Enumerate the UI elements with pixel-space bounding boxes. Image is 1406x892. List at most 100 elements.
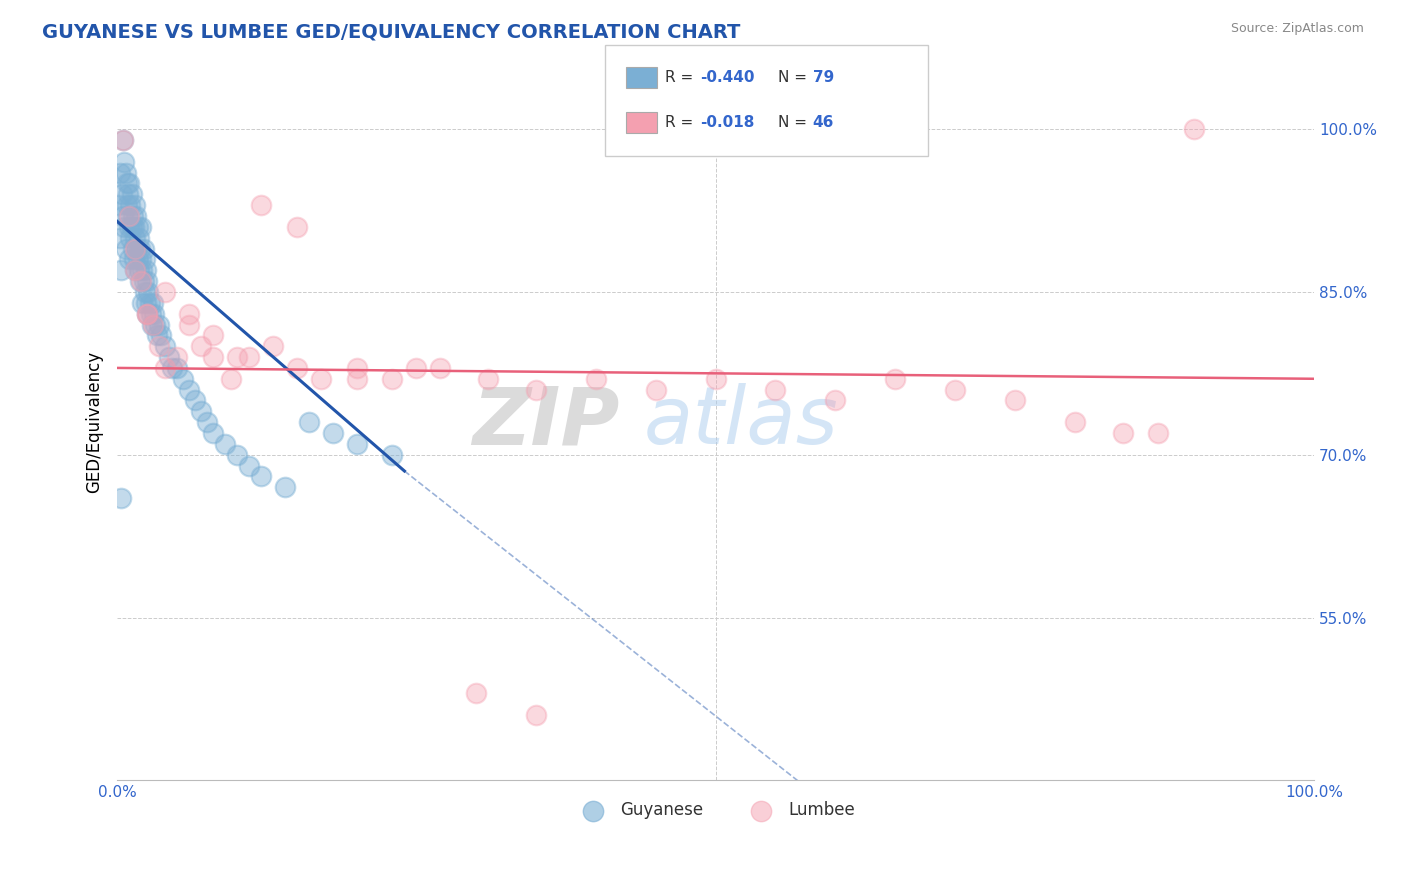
Point xyxy=(135,295,157,310)
Point xyxy=(132,242,155,256)
Point xyxy=(117,187,139,202)
Text: -0.440: -0.440 xyxy=(700,70,755,85)
Point xyxy=(142,295,165,310)
Point xyxy=(465,686,488,700)
Point xyxy=(1111,425,1133,440)
Point xyxy=(157,350,180,364)
Point xyxy=(285,219,308,234)
Point xyxy=(153,360,176,375)
Point xyxy=(112,209,135,223)
Point xyxy=(125,209,148,223)
Point xyxy=(118,177,141,191)
Point xyxy=(117,209,139,223)
Point xyxy=(110,263,132,277)
Point xyxy=(195,415,218,429)
Text: Source: ZipAtlas.com: Source: ZipAtlas.com xyxy=(1230,22,1364,36)
Point xyxy=(136,307,159,321)
Point xyxy=(141,318,163,332)
Point xyxy=(172,372,194,386)
Point xyxy=(128,230,150,244)
Point xyxy=(122,219,145,234)
Point xyxy=(150,328,173,343)
Point xyxy=(153,285,176,299)
Point xyxy=(298,415,321,429)
Point xyxy=(112,219,135,234)
Point xyxy=(136,285,159,299)
Point xyxy=(129,274,152,288)
Text: -0.018: -0.018 xyxy=(700,115,755,129)
Point xyxy=(262,339,284,353)
Point xyxy=(238,350,260,364)
Point xyxy=(118,219,141,234)
Point xyxy=(190,404,212,418)
Point xyxy=(429,360,451,375)
Point xyxy=(131,263,153,277)
Text: R =: R = xyxy=(665,115,699,129)
Point xyxy=(148,339,170,353)
Point xyxy=(162,360,184,375)
Point xyxy=(309,372,332,386)
Point xyxy=(250,198,273,212)
Point xyxy=(346,437,368,451)
Point xyxy=(135,263,157,277)
Point xyxy=(112,133,135,147)
Text: ZIP: ZIP xyxy=(472,384,620,461)
Point xyxy=(405,360,427,375)
Text: 79: 79 xyxy=(813,70,834,85)
Point xyxy=(118,209,141,223)
Point xyxy=(111,187,134,202)
Point xyxy=(129,242,152,256)
Point xyxy=(131,295,153,310)
Point xyxy=(201,350,224,364)
Point xyxy=(285,360,308,375)
Point xyxy=(143,307,166,321)
Point xyxy=(136,274,159,288)
Point xyxy=(134,252,156,267)
Point xyxy=(124,198,146,212)
Text: N =: N = xyxy=(778,115,811,129)
Point xyxy=(121,209,143,223)
Point xyxy=(139,307,162,321)
Point xyxy=(322,425,344,440)
Point xyxy=(250,469,273,483)
Point xyxy=(148,318,170,332)
Point xyxy=(225,448,247,462)
Point xyxy=(166,360,188,375)
Point xyxy=(121,219,143,234)
Point xyxy=(524,708,547,723)
Legend: Guyanese, Lumbee: Guyanese, Lumbee xyxy=(569,795,862,826)
Point xyxy=(201,425,224,440)
Point xyxy=(118,252,141,267)
Point xyxy=(274,480,297,494)
Point xyxy=(134,285,156,299)
Text: N =: N = xyxy=(778,70,811,85)
Point xyxy=(644,383,666,397)
Text: GUYANESE VS LUMBEE GED/EQUIVALENCY CORRELATION CHART: GUYANESE VS LUMBEE GED/EQUIVALENCY CORRE… xyxy=(42,22,741,41)
Point xyxy=(145,318,167,332)
Point xyxy=(122,252,145,267)
Point xyxy=(121,242,143,256)
Point xyxy=(127,252,149,267)
Point xyxy=(943,383,966,397)
Point xyxy=(166,350,188,364)
Point xyxy=(128,263,150,277)
Point xyxy=(214,437,236,451)
Point xyxy=(121,187,143,202)
Point xyxy=(115,177,138,191)
Point xyxy=(136,307,159,321)
Point xyxy=(177,318,200,332)
Point xyxy=(153,339,176,353)
Point xyxy=(1147,425,1170,440)
Point xyxy=(124,263,146,277)
Point xyxy=(120,198,142,212)
Point xyxy=(824,393,846,408)
Point xyxy=(138,295,160,310)
Point xyxy=(225,350,247,364)
Point xyxy=(124,263,146,277)
Point xyxy=(381,372,404,386)
Point xyxy=(381,448,404,462)
Point xyxy=(346,360,368,375)
Point xyxy=(704,372,727,386)
Point xyxy=(136,307,159,321)
Point xyxy=(132,274,155,288)
